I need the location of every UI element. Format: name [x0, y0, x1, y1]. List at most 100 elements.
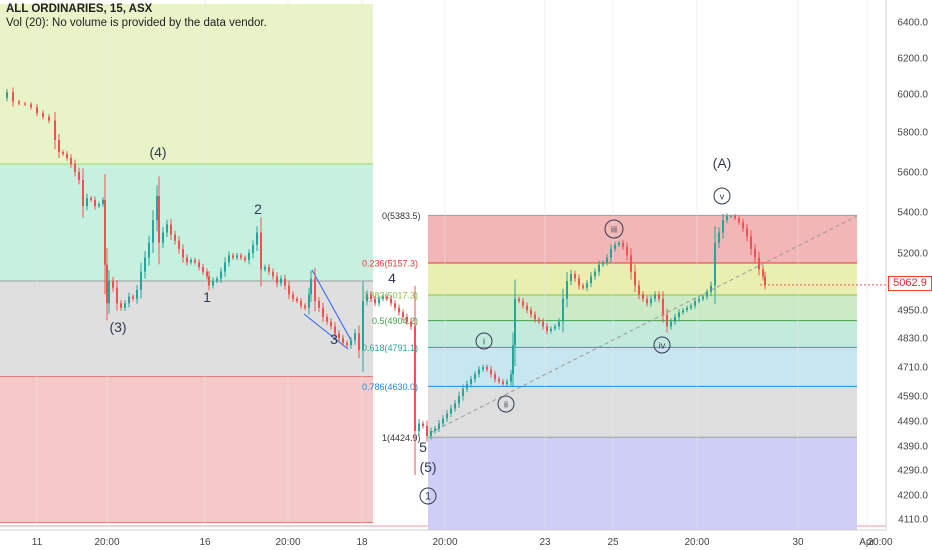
fib-label-0.5: 0.5(4904.2)	[372, 316, 418, 326]
candle-body	[136, 289, 138, 299]
candle-body	[618, 242, 620, 245]
candle-body	[506, 381, 508, 384]
candle-body	[586, 283, 588, 288]
candle-body	[590, 276, 592, 284]
y-tick-label-8: 4950.0	[897, 306, 928, 317]
candle-body	[614, 244, 616, 249]
candle-body	[442, 418, 444, 424]
candle-body	[194, 260, 196, 263]
candle-body	[494, 374, 496, 380]
candle-body	[634, 271, 636, 286]
candle-body	[362, 301, 364, 351]
fib-zone-6	[428, 437, 857, 530]
candle-body	[334, 326, 336, 334]
y-tick-label-15: 6200.0	[897, 54, 928, 65]
candle-body	[322, 307, 324, 317]
candle-body	[144, 257, 146, 272]
candle-body	[730, 216, 732, 218]
candle-body	[58, 140, 60, 152]
candle-body	[434, 428, 436, 431]
fib-label-0.618: 0.618(4791.1)	[362, 343, 418, 353]
x-tick-label-10: Apr	[859, 537, 875, 548]
candle-body	[78, 172, 80, 180]
x-tick-label-2: 16	[199, 537, 211, 548]
candle-body	[66, 154, 68, 158]
candle-body	[594, 271, 596, 277]
x-axis-panel	[0, 530, 932, 550]
wave-circle-10	[713, 187, 731, 205]
y-tick-label-14: 6000.0	[897, 90, 928, 101]
left-zone-0	[0, 4, 373, 164]
candle-body	[454, 403, 456, 409]
fib-label-0: 0(5383.5)	[382, 211, 421, 221]
candle-body	[358, 333, 360, 351]
y-axis-panel	[886, 0, 932, 550]
candle-body	[314, 278, 316, 302]
wave-label-11: iii	[611, 225, 617, 235]
candle-body	[642, 294, 644, 299]
wave-label-14: iv	[659, 341, 666, 351]
candle-body	[6, 92, 8, 98]
candle-body	[252, 244, 254, 253]
candle-body	[74, 164, 76, 172]
candle-body	[240, 255, 242, 258]
candle-body	[98, 204, 100, 206]
candle-body	[542, 321, 544, 327]
candle-body	[272, 271, 274, 277]
last-price-badge: 5062.9	[888, 276, 932, 291]
fib-label-0.236: 0.236(5157.3)	[362, 258, 418, 268]
candle-body	[686, 307, 688, 310]
candle-body	[610, 248, 612, 258]
candle-body	[30, 104, 32, 108]
candle-body	[394, 303, 396, 308]
candle-body	[738, 218, 740, 223]
fib-label-0.786: 0.786(4630.0)	[362, 382, 418, 392]
candle-body	[694, 301, 696, 306]
candles	[6, 87, 766, 475]
x-tick-label-8: 20:00	[684, 537, 709, 548]
candle-body	[182, 248, 184, 258]
y-tick-label-0: 4110.0	[898, 515, 928, 526]
candle-body	[438, 423, 440, 429]
candle-body	[398, 307, 400, 313]
candle-body	[598, 264, 600, 272]
candle-body	[292, 294, 294, 299]
candle-body	[354, 333, 356, 341]
candle-body	[212, 281, 214, 286]
wave-label-1: 2	[254, 201, 262, 217]
y-tick-label-5: 4590.0	[897, 392, 928, 403]
y-tick-label-13: 5800.0	[897, 128, 928, 139]
candle-body	[514, 298, 516, 346]
candle-body	[698, 298, 700, 302]
candle-body	[518, 298, 520, 302]
candle-body	[236, 255, 238, 258]
candle-body	[370, 294, 372, 299]
wave-label-8: 1	[425, 491, 431, 503]
candle-body	[534, 314, 536, 320]
candle-body	[426, 426, 428, 436]
candle-body	[382, 296, 384, 299]
candle-body	[158, 196, 160, 243]
candle-body	[260, 232, 262, 270]
candle-body	[430, 431, 432, 436]
candle-body	[174, 234, 176, 241]
candle-body	[390, 298, 392, 304]
fib-zone-0	[428, 215, 857, 263]
candle-body	[128, 296, 130, 304]
candle-body	[346, 342, 348, 346]
x-tick-label-1: 20:00	[94, 537, 119, 548]
y-tick-label-10: 5200.0	[897, 249, 928, 260]
candle-body	[512, 345, 514, 375]
candle-body	[502, 381, 504, 384]
fib-label-0.382: 0.382(5017.3)	[362, 290, 418, 300]
candle-body	[326, 317, 328, 322]
y-tick-label-1: 4200.0	[897, 491, 928, 502]
candle-body	[318, 301, 320, 308]
wave-circle-12	[475, 332, 493, 350]
candle-body	[734, 216, 736, 219]
volume-note: Vol (20): No volume is provided by the d…	[6, 17, 267, 29]
wave-label-6: 5	[419, 439, 427, 455]
candle-body	[338, 333, 340, 338]
